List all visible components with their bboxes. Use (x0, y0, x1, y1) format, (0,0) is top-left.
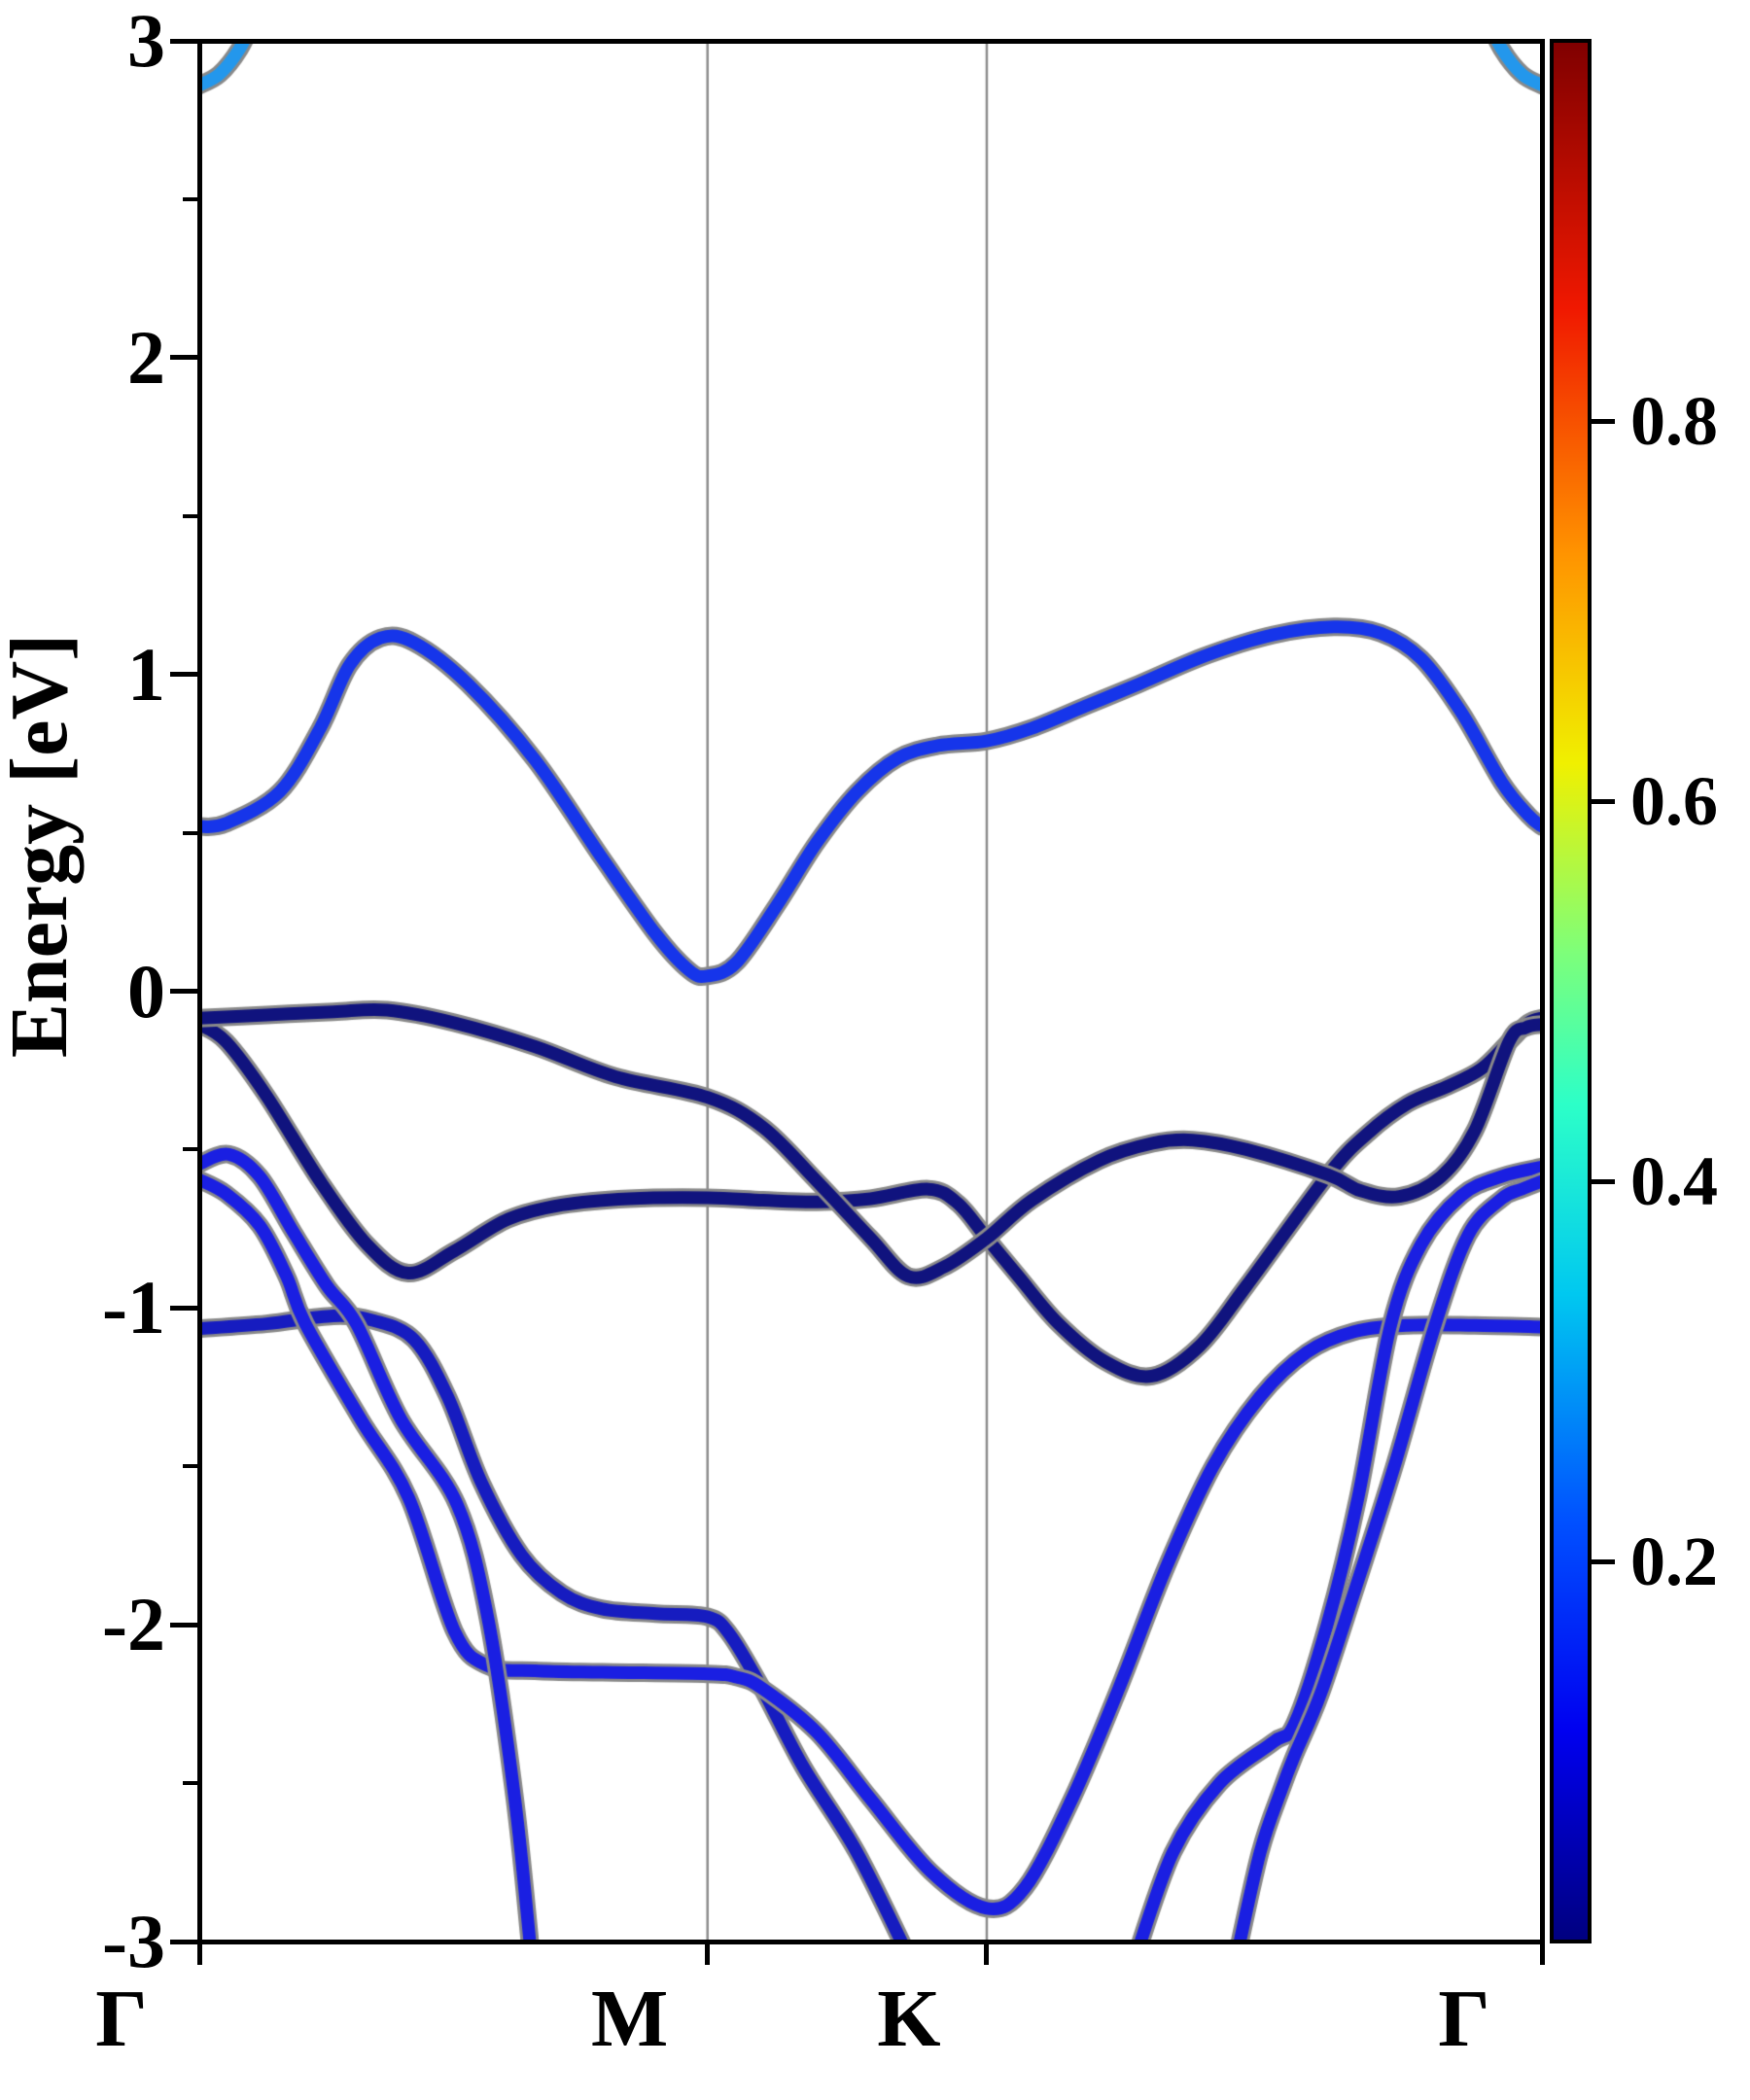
y-minor-tick (183, 1147, 199, 1152)
y-minor-tick (183, 513, 199, 518)
y-tick-label: -3 (102, 1899, 165, 1983)
y-major-tick (170, 989, 199, 994)
colorbar-tick (1592, 1178, 1615, 1184)
y-tick-label: 2 (127, 314, 165, 400)
colorbar-tick-label: 0.8 (1630, 382, 1718, 460)
x-tick-label: Γ (95, 1974, 148, 2064)
plot-frame (196, 38, 1545, 1944)
y-minor-tick (183, 1464, 199, 1469)
x-tick-label: K (877, 1974, 941, 2064)
y-major-tick (170, 1305, 199, 1311)
colorbar-tick (1592, 418, 1615, 424)
x-tick (705, 1942, 711, 1965)
y-major-tick (170, 1939, 199, 1944)
y-major-tick (170, 355, 199, 361)
y-minor-tick (183, 196, 199, 201)
colorbar (1550, 39, 1592, 1943)
y-tick-label: 1 (127, 631, 165, 717)
y-minor-tick (183, 830, 199, 835)
x-tick (984, 1942, 990, 1965)
colorbar-tick-label: 0.6 (1630, 762, 1718, 840)
y-major-tick (170, 672, 199, 678)
y-major-tick (170, 38, 199, 44)
colorbar-tick-label: 0.4 (1630, 1142, 1718, 1220)
x-tick (196, 1942, 202, 1965)
y-tick-label: 0 (127, 948, 165, 1033)
y-tick-label: -2 (102, 1582, 165, 1667)
y-minor-tick (183, 1781, 199, 1786)
y-tick-label: -1 (102, 1265, 165, 1350)
y-major-tick (170, 1622, 199, 1628)
colorbar-tick-label: 0.2 (1630, 1522, 1718, 1600)
x-tick (1539, 1942, 1545, 1965)
colorbar-tick (1592, 798, 1615, 804)
x-tick-label: Γ (1438, 1974, 1490, 2064)
y-tick-label: 3 (127, 0, 165, 83)
x-tick-label: M (591, 1974, 669, 2064)
colorbar-tick (1592, 1558, 1615, 1564)
